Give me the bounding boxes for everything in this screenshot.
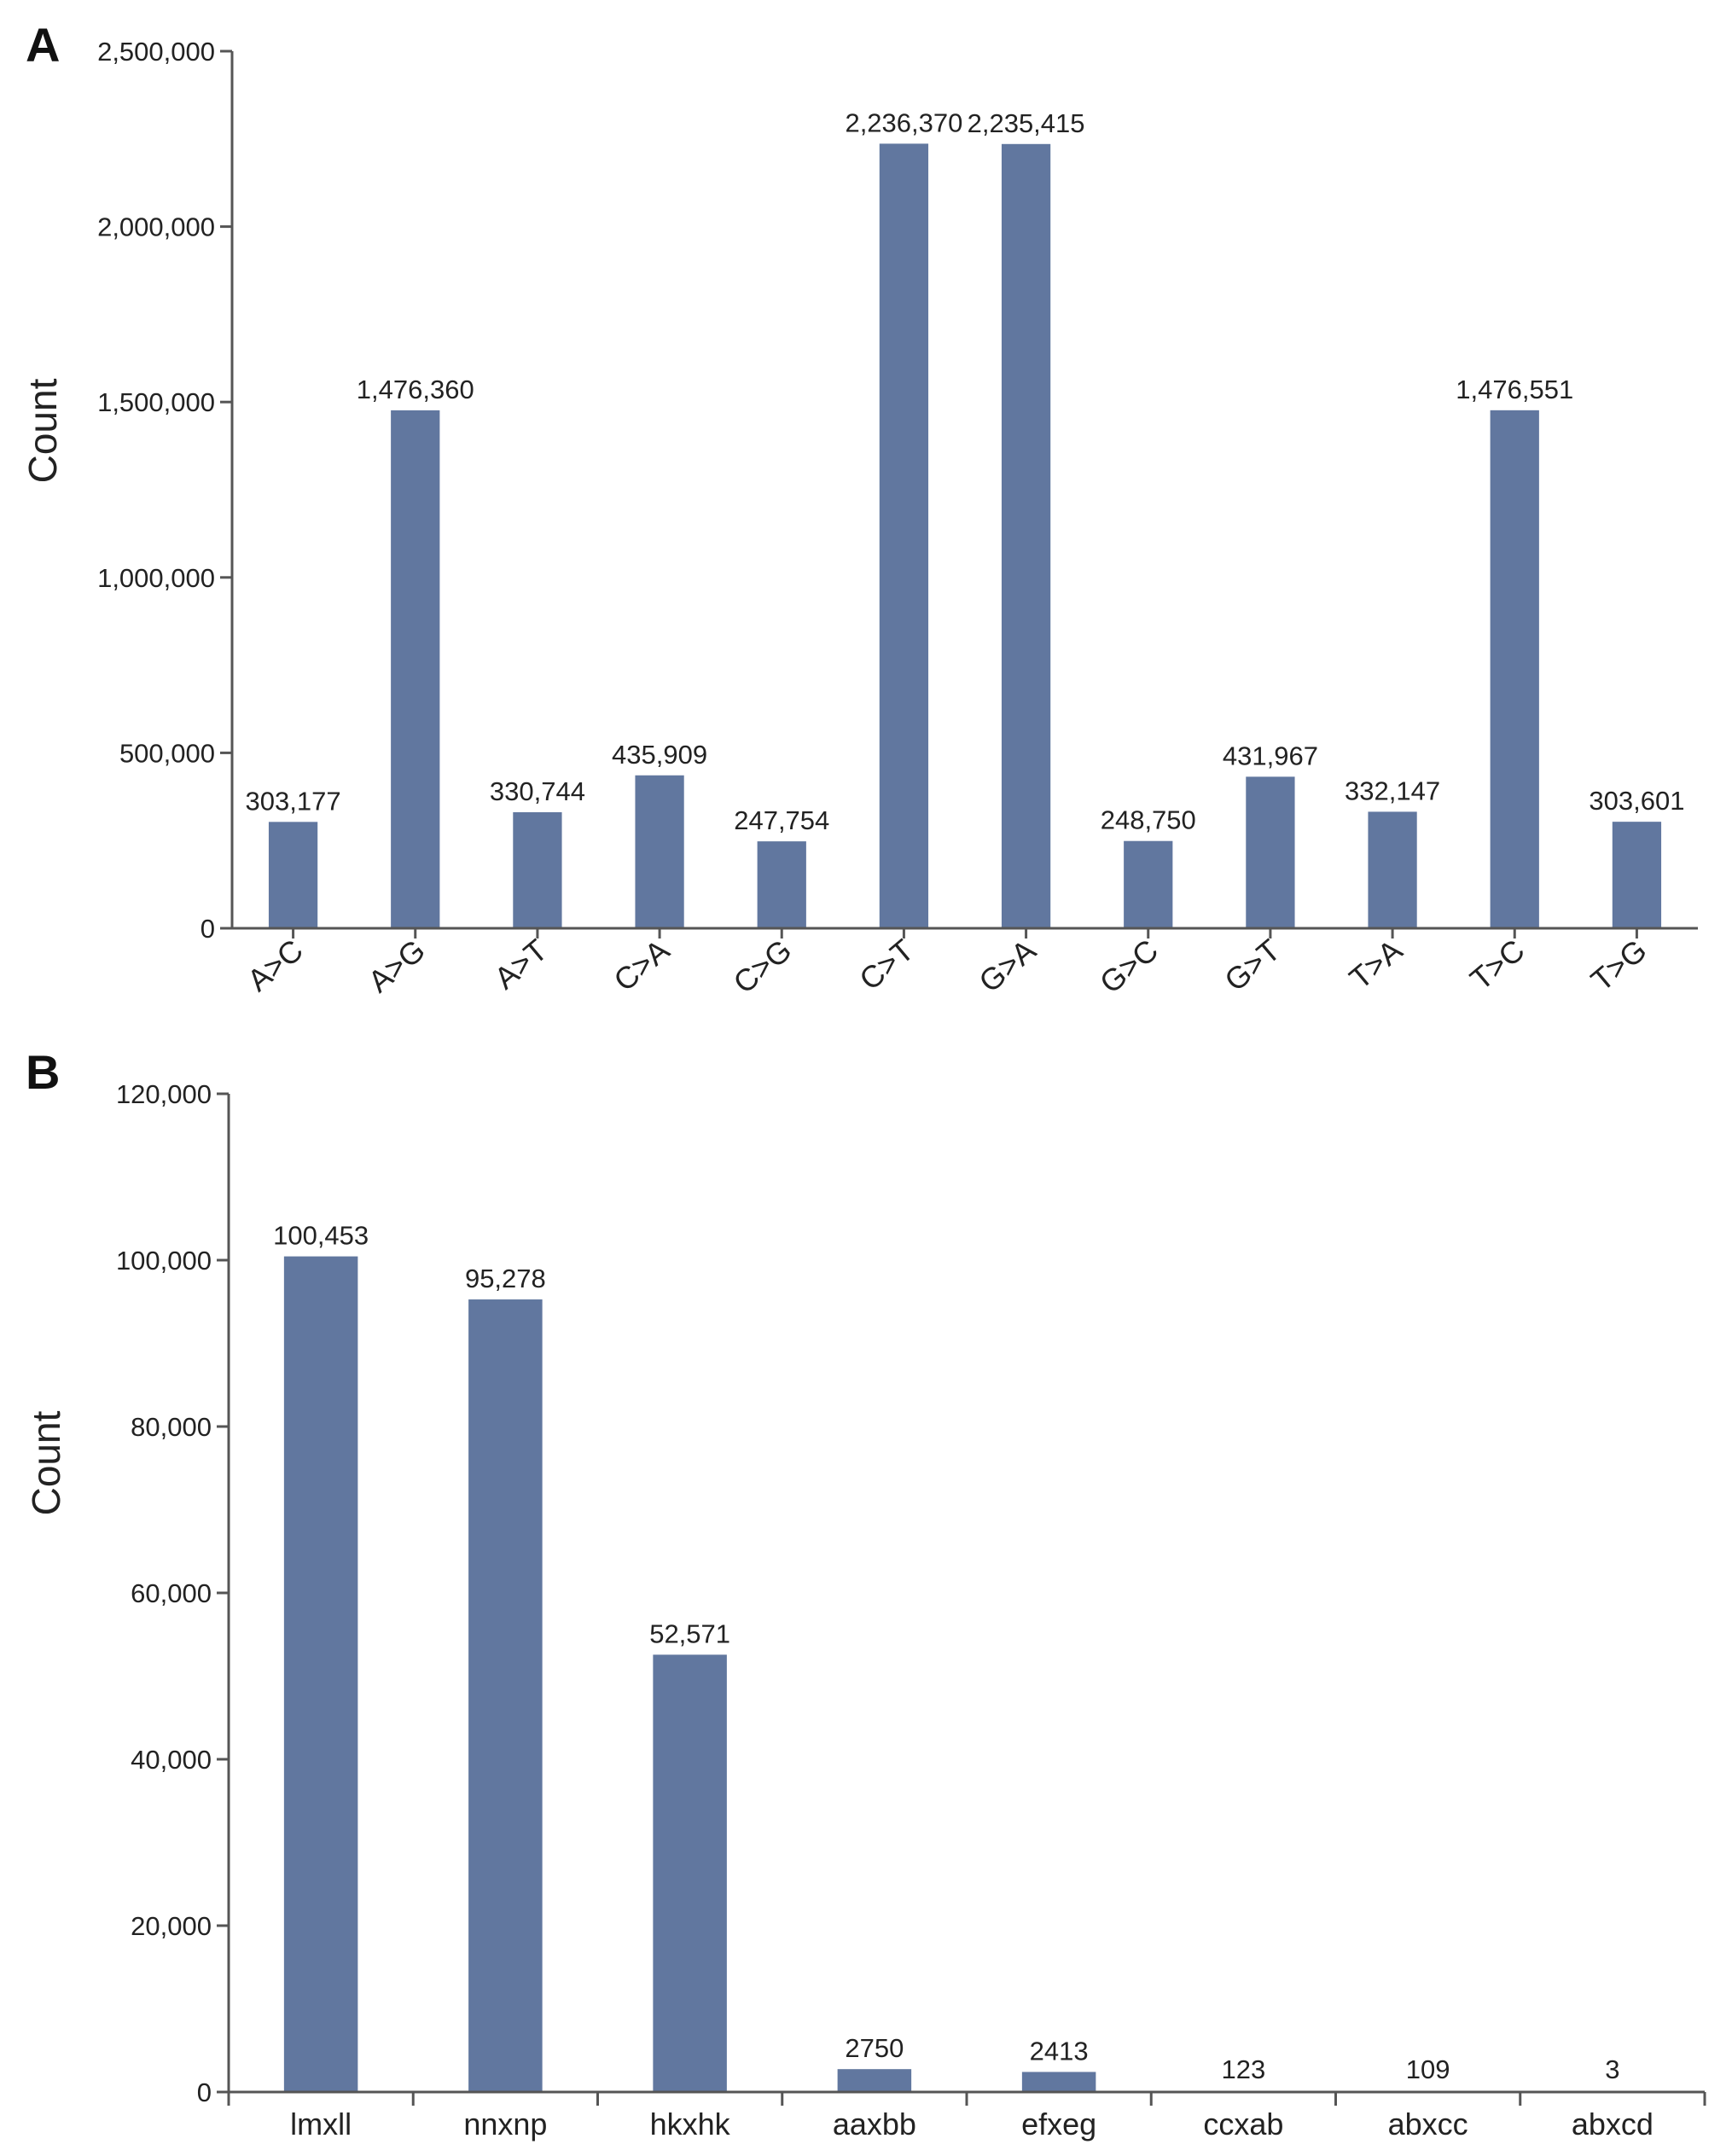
panel-a-bar-C>T [879,143,929,928]
panel-a-y-tick-label: 500,000 [119,738,215,768]
panel-a-y-tick-label: 1,500,000 [97,387,215,417]
panel-a-data-label: 303,177 [246,786,341,816]
panel-a-data-label: 431,967 [1223,741,1318,770]
panel-b-y-tick-label: 60,000 [131,1578,212,1608]
panel-a-bar-A>C [268,822,318,928]
panel-a-x-tick-label: G>C [1093,933,1165,1001]
panel-a-data-label: 2,235,415 [968,108,1085,138]
panel-b-bar-efxeg [1021,2072,1096,2092]
panel-a-x-tick-label: T>A [1343,933,1409,996]
panel-b-y-tick-label: 120,000 [116,1079,212,1109]
panel-b-bars [283,1256,1650,2092]
panel-a-y-tick-label: 2,500,000 [97,37,215,67]
panel-a-y-tick-label: 1,000,000 [97,563,215,593]
panel-a-bars [268,143,1662,928]
panel-a-bar-G>A [1001,143,1051,928]
panel-b-data-label: 3 [1605,2054,1619,2084]
panel-a-x-tick-label: T>G [1584,933,1654,998]
panel-b-y-tick-label: 100,000 [116,1246,212,1276]
panel-a-x-tick-label: A>C [241,933,310,998]
panel-b-y-axis-title: Count [24,1410,68,1515]
panel-b-y-tick-label: 20,000 [131,1911,212,1941]
panel-a-data-labels: 303,177 1,476,360 330,744 435,909 247,754 2,2… [246,108,1685,835]
panel-b-data-label: 2413 [1030,2036,1089,2066]
panel-a-x-tick-label: A>G [362,933,432,999]
panel-b-x-tick-label: abxcd [1572,2107,1654,2141]
panel-a-x-tick-label: C>T [852,933,920,997]
panel-a-y-axis-title: Count [20,378,65,483]
panel-a-bar-G>C [1124,840,1173,928]
panel-b-y-ticks: 0 20,000 40,000 60,000 80,000 100,000 120,000 [116,1079,229,2107]
panel-b-data-label: 100,453 [273,1221,369,1251]
panel-b-x-tick-label: abxcc [1388,2107,1468,2141]
panel-a-x-ticks: A>C A>G A>T C>A C>G C>T G>A G>C G>T T>A T>C T>G [241,928,1654,1000]
panel-b-bar-nnxnp [468,1299,543,2092]
panel-b-y-tick-label: 0 [197,2078,212,2107]
panel-a-bar-C>A [635,775,684,928]
panel-a-x-tick-label: G>A [972,933,1042,999]
panel-b-data-label: 52,571 [649,1618,730,1648]
panel-b-chart: B Count 0 20,000 40,000 60,000 80,000 100,000… [24,1045,1706,2141]
panel-a-bar-G>T [1246,776,1295,928]
panel-a-chart: A Count 0 500,000 1,000,000 1,500,000 2,000,… [20,18,1698,1000]
panel-b-x-tick-label: ccxab [1203,2107,1283,2141]
panel-b-data-label: 95,278 [465,1264,546,1293]
panel-b-y-tick-label: 80,000 [131,1412,212,1442]
panel-b-bar-hkxhk [653,1654,727,2092]
panel-b-data-labels: 100,453 95,278 52,571 2750 2413 123 109 3 [273,1221,1619,2084]
panel-b-label: B [26,1045,60,1099]
panel-a-bar-A>G [391,410,440,928]
panel-a-y-tick-label: 0 [201,914,215,944]
panel-a-bar-C>G [757,841,806,928]
panel-a-bar-T>A [1368,811,1417,928]
panel-a-data-label: 1,476,360 [357,375,474,404]
panel-a-x-tick-label: C>G [727,933,799,1001]
panel-b-x-tick-label: lmxll [290,2107,352,2141]
panel-b-data-label: 2750 [845,2033,904,2063]
panel-b-x-tick-label: aaxbb [833,2107,916,2141]
panel-a-data-label: 1,476,551 [1456,375,1573,404]
panel-a-x-tick-label: A>T [487,933,554,996]
panel-a-bar-A>T [513,811,562,928]
panel-a-data-label: 303,601 [1589,786,1684,816]
panel-a-data-label: 247,754 [734,805,829,835]
panel-b-data-label: 109 [1406,2054,1450,2084]
panel-b-x-tick-label: efxeg [1021,2107,1096,2141]
panel-a-data-label: 330,744 [490,776,585,806]
panel-a-x-tick-label: C>A [607,933,676,998]
panel-a-bar-T>C [1490,410,1539,928]
panel-a-x-tick-label: G>T [1218,933,1287,998]
panel-b-x-tick-label: hkxhk [650,2107,731,2141]
panel-a-data-label: 435,909 [612,740,707,770]
panel-a-bar-T>G [1612,822,1662,928]
panel-b-y-tick-label: 40,000 [131,1745,212,1775]
panel-b-x-tick-label: nnxnp [463,2107,547,2141]
panel-b-x-ticks: lmxll nnxnp hkxhk aaxbb efxeg ccxab abxcc abxcd [227,2092,1706,2141]
panel-a-y-tick-label: 2,000,000 [97,212,215,242]
panel-a-data-label: 332,147 [1345,776,1440,805]
panel-a-y-ticks: 0 500,000 1,000,000 1,500,000 2,000,000 2,500… [97,37,232,944]
panel-a-data-label: 2,236,370 [845,108,962,137]
panel-b-bar-lmxll [283,1256,358,2092]
panel-a-x-tick-label: T>C [1463,933,1531,997]
panel-a-label: A [26,18,60,72]
panel-b-data-label: 123 [1222,2054,1266,2084]
panel-a-data-label: 248,750 [1101,805,1196,835]
panel-b-bar-aaxbb [837,2069,912,2092]
